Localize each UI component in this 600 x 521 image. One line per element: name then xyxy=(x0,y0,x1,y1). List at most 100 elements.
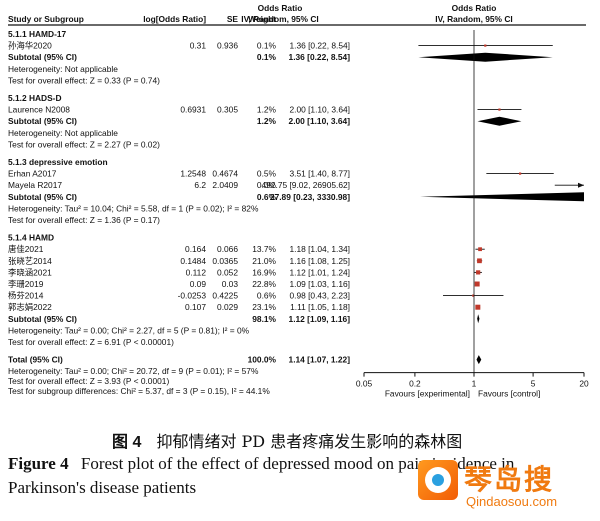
study-marker xyxy=(519,172,522,175)
study-log-or: 0.164 xyxy=(185,244,206,254)
subtotal-weight: 0.6% xyxy=(257,192,277,202)
study-log-or: 0.6931 xyxy=(180,105,206,115)
study-log-or: 0.107 xyxy=(185,302,206,312)
subtotal-diamond xyxy=(477,116,522,126)
overall-effect-text: Test for overall effect: Z = 6.91 (P < 0… xyxy=(8,337,174,347)
heterogeneity-text: Heterogeneity: Tau² = 0.00; Chi² = 2.27,… xyxy=(8,325,250,335)
study-or-ci: 1.12 [1.01, 1.24] xyxy=(289,267,350,277)
group-heading: 5.1.3 depressive emotion xyxy=(8,157,108,167)
subtotal-weight: 98.1% xyxy=(252,314,276,324)
subtotal-or-ci: 1.12 [1.09, 1.16] xyxy=(289,314,351,324)
group-heading: 5.1.4 HAMD xyxy=(8,233,54,243)
study-marker xyxy=(475,304,481,310)
subtotal-label: Subtotal (95% CI) xyxy=(8,116,77,126)
study-se: 0.0365 xyxy=(212,256,238,266)
study-weight: 22.8% xyxy=(252,279,276,289)
study-weight: 1.2% xyxy=(257,105,277,115)
study-weight: 21.0% xyxy=(252,256,276,266)
study-or-ci: 1.36 [0.22, 8.54] xyxy=(289,41,350,51)
header-se: SE xyxy=(227,14,239,24)
study-log-or: 0.09 xyxy=(190,279,207,289)
overall-effect-text: Test for overall effect: Z = 2.27 (P = 0… xyxy=(8,139,160,149)
heterogeneity-text: Heterogeneity: Not applicable xyxy=(8,128,118,138)
heterogeneity-text: Heterogeneity: Not applicable xyxy=(8,64,118,74)
subtotal-label: Subtotal (95% CI) xyxy=(8,192,77,202)
total-diamond xyxy=(476,355,482,365)
subtotal-diamond xyxy=(420,192,584,202)
watermark-logo: 琴岛搜 Qindaosou.com xyxy=(418,458,594,514)
header-or-title: Odds Ratio xyxy=(258,3,303,13)
study-marker xyxy=(478,247,482,252)
study-log-or: 1.2548 xyxy=(180,169,206,179)
study-name: 李晓涵2021 xyxy=(8,267,52,277)
subtotal-label: Subtotal (95% CI) xyxy=(8,314,77,324)
study-se: 0.066 xyxy=(217,244,238,254)
study-log-or: 0.112 xyxy=(186,267,207,277)
study-or-ci: 1.16 [1.08, 1.25] xyxy=(289,256,350,266)
subtotal-label: Subtotal (95% CI) xyxy=(8,52,77,62)
study-marker xyxy=(477,258,482,264)
caption-chinese: 图 4 抑郁情绪对 PD 患者疼痛发生影响的森林图 xyxy=(112,428,462,452)
x-tick-label: 20 xyxy=(579,379,589,389)
study-weight: 13.7% xyxy=(252,244,276,254)
subtotal-or-ci: 1.36 [0.22, 8.54] xyxy=(289,52,351,62)
forest-plot-svg: Odds Ratio Odds Ratio Study or Subgroup log… xyxy=(8,3,589,399)
study-weight: 16.9% xyxy=(252,267,276,277)
study-or-ci: 0.98 [0.43, 2.23] xyxy=(289,291,350,301)
subgroup-differences: Test for subgroup differences: Chi² = 5.… xyxy=(8,386,270,396)
favours-left-label: Favours [experimental] xyxy=(385,389,470,399)
study-marker xyxy=(474,281,480,287)
study-weight: 0.6% xyxy=(257,291,277,301)
header-weight: Weight xyxy=(248,14,276,24)
caption-english: Figure 4 Forest plot of the effect of de… xyxy=(8,452,588,500)
study-name: Mayela R2017 xyxy=(8,180,62,190)
group-heading: 5.1.1 HAMD-17 xyxy=(8,29,67,39)
caption-cn-text: 抑郁情绪对 PD 患者疼痛发生影响的森林图 xyxy=(156,432,463,451)
study-se: 0.4225 xyxy=(212,291,238,301)
study-weight: 0.0% xyxy=(257,180,277,190)
study-or-ci: 1.11 [1.05, 1.18] xyxy=(290,302,350,312)
heterogeneity-text: Heterogeneity: Tau² = 10.04; Chi² = 5.58… xyxy=(8,203,259,213)
caption-en-text: Forest plot of the effect of depressed m… xyxy=(8,454,515,497)
subtotal-diamond xyxy=(418,52,553,62)
study-se: 0.305 xyxy=(217,105,238,115)
study-name: Erhan A2017 xyxy=(8,169,57,179)
favours-right-label: Favours [control] xyxy=(478,389,540,399)
study-name: 李珊2019 xyxy=(8,279,44,289)
total-label: Total (95% CI) xyxy=(8,355,63,365)
ci-arrow xyxy=(578,182,584,188)
x-tick-label: 1 xyxy=(472,379,477,389)
study-weight: 23.1% xyxy=(252,302,276,312)
subtotal-weight: 1.2% xyxy=(257,116,277,126)
study-log-or: 6.2 xyxy=(194,180,206,190)
study-weight: 0.1% xyxy=(257,41,277,51)
study-se: 0.03 xyxy=(222,279,239,289)
study-name: Laurence N2008 xyxy=(8,105,70,115)
x-tick-label: 0.2 xyxy=(409,379,421,389)
header-plot-sub: IV, Random, 95% CI xyxy=(435,14,512,24)
total-overall-effect: Test for overall effect: Z = 3.93 (P < 0… xyxy=(8,376,169,386)
study-or-ci: 3.51 [1.40, 8.77] xyxy=(289,169,350,179)
subtotal-or-ci: 27.89 [0.23, 3330.98] xyxy=(270,192,350,202)
study-name: 孙海华2020 xyxy=(8,41,52,51)
caption-cn-label: 图 4 xyxy=(112,434,142,451)
study-or-ci: 1.18 [1.04, 1.34] xyxy=(289,244,350,254)
study-marker xyxy=(476,270,481,275)
study-or-ci: 492.75 [9.02, 26905.62] xyxy=(262,180,350,190)
study-log-or: -0.0253 xyxy=(178,291,207,301)
watermark-icon xyxy=(418,460,458,500)
total-heterogeneity: Heterogeneity: Tau² = 0.00; Chi² = 20.72… xyxy=(8,366,259,376)
watermark-url: Qindaosou.com xyxy=(466,494,558,509)
study-name: 郭志娟2022 xyxy=(8,302,52,312)
study-se: 0.4674 xyxy=(212,169,238,179)
study-se: 0.052 xyxy=(217,267,238,277)
header-logor: log[Odds Ratio] xyxy=(143,14,206,24)
x-tick-label: 5 xyxy=(531,379,536,389)
study-marker xyxy=(484,44,487,47)
header-study: Study or Subgroup xyxy=(8,14,84,24)
study-se: 0.029 xyxy=(217,302,238,312)
x-tick-label: 0.05 xyxy=(356,379,373,389)
study-name: 唐佳2021 xyxy=(8,244,44,254)
study-or-ci: 1.09 [1.03, 1.16] xyxy=(289,279,350,289)
